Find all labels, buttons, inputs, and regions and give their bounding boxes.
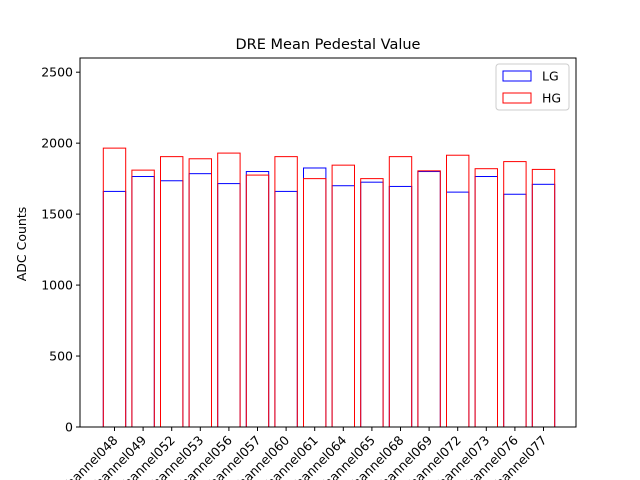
chart-title: DRE Mean Pedestal Value (236, 37, 421, 53)
axes (79, 57, 577, 428)
y-tick-label-1000: 1000 (41, 278, 73, 293)
y-axis-label: ADC Counts (14, 207, 29, 282)
legend-label-lg: LG (542, 69, 559, 84)
y-tick-label-2000: 2000 (41, 136, 73, 151)
legend-swatch-lg (502, 70, 532, 82)
legend-box (495, 63, 570, 111)
y-tick-label-500: 500 (49, 349, 73, 364)
y-tick-label-0: 0 (65, 420, 73, 435)
y-axis-ticks: 0 500 1000 1500 2000 2500 (41, 65, 80, 435)
y-tick-label-1500: 1500 (41, 207, 73, 222)
legend-label-hg: HG (542, 91, 561, 106)
legend: LG HG (495, 63, 570, 111)
y-tick-label-2500: 2500 (41, 65, 73, 80)
legend-swatch-hg (502, 92, 532, 104)
plot-frame (79, 57, 577, 428)
